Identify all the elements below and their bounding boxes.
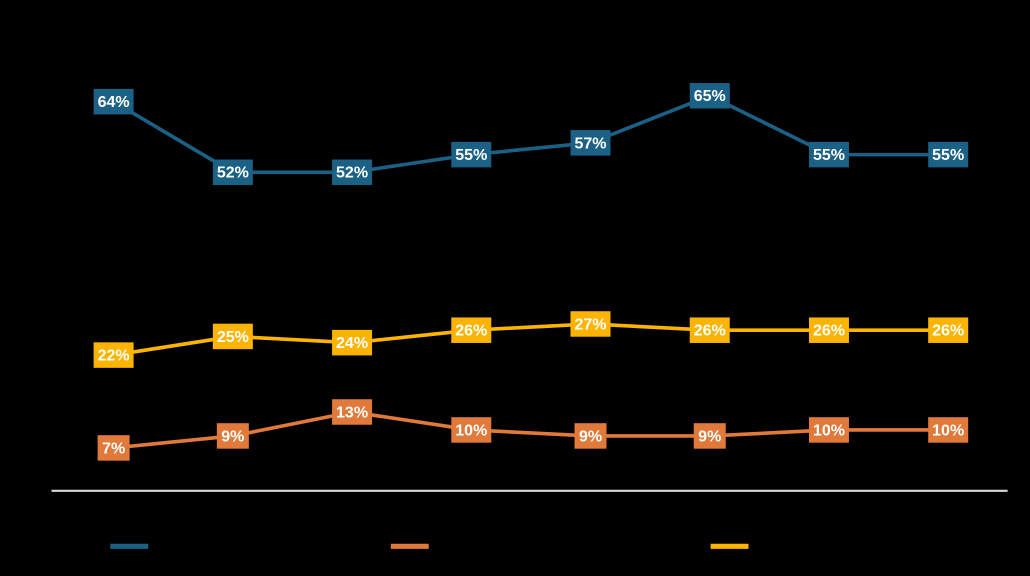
svg-text:10%: 10% bbox=[455, 422, 487, 439]
svg-text:55%: 55% bbox=[932, 147, 964, 164]
svg-text:26%: 26% bbox=[455, 323, 487, 340]
svg-text:10%: 10% bbox=[932, 422, 964, 439]
svg-text:26%: 26% bbox=[932, 323, 964, 340]
svg-text:55%: 55% bbox=[813, 147, 845, 164]
svg-text:22%: 22% bbox=[98, 347, 130, 364]
svg-text:52%: 52% bbox=[336, 165, 368, 182]
svg-text:26%: 26% bbox=[694, 323, 726, 340]
svg-text:24%: 24% bbox=[336, 335, 368, 352]
svg-text:25%: 25% bbox=[217, 329, 249, 346]
svg-text:55%: 55% bbox=[455, 147, 487, 164]
svg-text:13%: 13% bbox=[336, 404, 368, 421]
svg-text:9%: 9% bbox=[221, 428, 244, 445]
svg-text:65%: 65% bbox=[694, 88, 726, 105]
svg-text:52%: 52% bbox=[217, 165, 249, 182]
svg-text:26%: 26% bbox=[813, 323, 845, 340]
svg-text:9%: 9% bbox=[579, 428, 602, 445]
svg-text:7%: 7% bbox=[102, 440, 125, 457]
svg-text:57%: 57% bbox=[574, 135, 606, 152]
svg-text:64%: 64% bbox=[98, 94, 130, 111]
svg-text:9%: 9% bbox=[698, 428, 721, 445]
svg-text:27%: 27% bbox=[574, 316, 606, 333]
svg-text:10%: 10% bbox=[813, 422, 845, 439]
